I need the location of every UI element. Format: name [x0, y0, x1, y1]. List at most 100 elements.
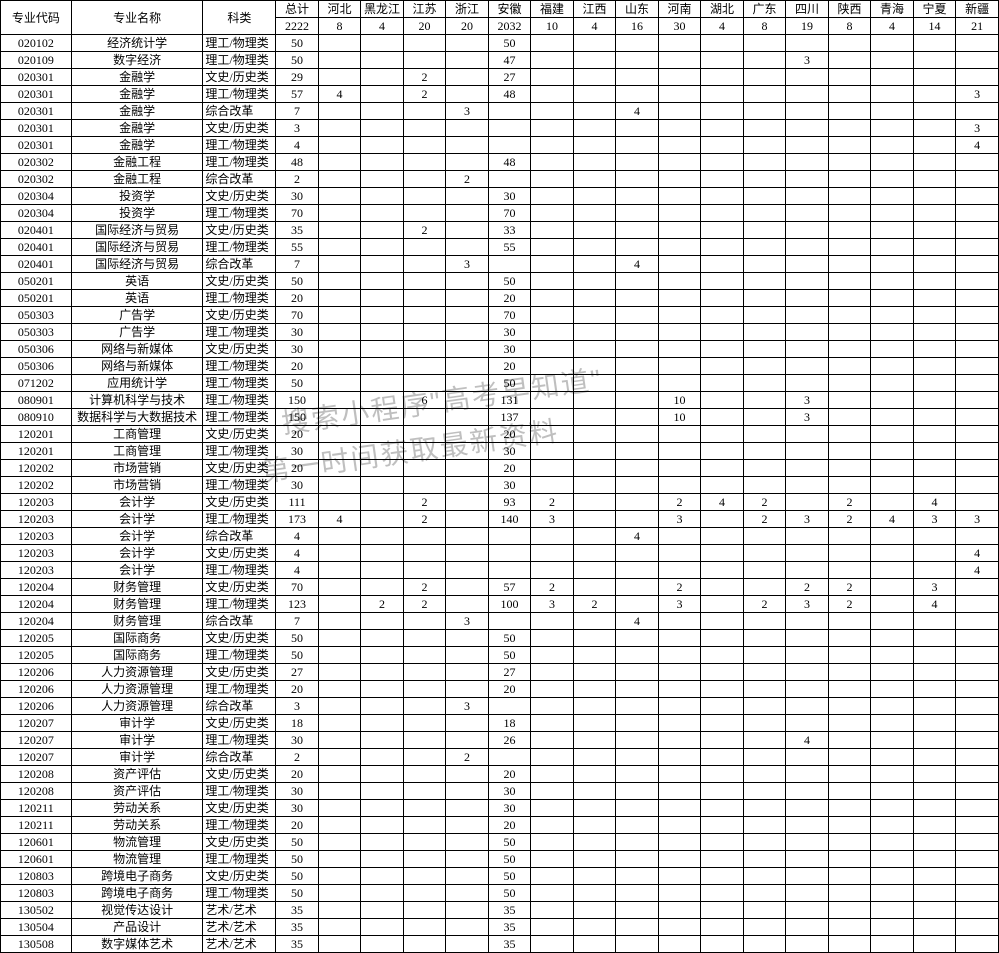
cell-value [616, 766, 659, 783]
cell-value [616, 324, 659, 341]
cell-value: 29 [276, 69, 319, 86]
cell-value [828, 307, 871, 324]
cell-value [701, 647, 744, 664]
cell-name: 跨境电子商务 [71, 868, 203, 885]
cell-value [658, 188, 701, 205]
cell-value [318, 154, 361, 171]
cell-value [828, 35, 871, 52]
cell-value [446, 307, 489, 324]
cell-value: 3 [276, 698, 319, 715]
cell-value [701, 375, 744, 392]
cell-value [488, 613, 531, 630]
cell-value [403, 375, 446, 392]
header-prov: 青海 [871, 1, 914, 18]
cell-name: 国际商务 [71, 647, 203, 664]
cell-value [616, 171, 659, 188]
cell-value [573, 120, 616, 137]
header-prov: 宁夏 [913, 1, 956, 18]
cell-value [701, 120, 744, 137]
cell-name: 财务管理 [71, 613, 203, 630]
cell-name: 人力资源管理 [71, 681, 203, 698]
cell-value: 4 [276, 545, 319, 562]
cell-value [318, 596, 361, 613]
cell-value: 20 [276, 817, 319, 834]
cell-value [361, 222, 404, 239]
cell-value [573, 613, 616, 630]
cell-value [531, 460, 574, 477]
cell-value [658, 868, 701, 885]
cell-name: 国际经济与贸易 [71, 256, 203, 273]
table-row: 050303广告学理工/物理类3030 [1, 324, 999, 341]
cell-code: 020301 [1, 86, 72, 103]
header-prov: 山东 [616, 1, 659, 18]
cell-value [531, 86, 574, 103]
cell-cat: 文史/历史类 [203, 868, 276, 885]
table-row: 130504产品设计艺术/艺术3535 [1, 919, 999, 936]
cell-value [828, 851, 871, 868]
cell-value: 3 [658, 596, 701, 613]
cell-value [743, 664, 786, 681]
cell-value [658, 630, 701, 647]
header-total: 4 [361, 18, 404, 35]
cell-value [318, 35, 361, 52]
cell-name: 审计学 [71, 749, 203, 766]
cell-value: 20 [488, 681, 531, 698]
cell-value [616, 698, 659, 715]
cell-value [701, 851, 744, 868]
cell-value [786, 494, 829, 511]
cell-value [361, 936, 404, 953]
cell-value [743, 52, 786, 69]
cell-value [403, 749, 446, 766]
cell-value [786, 35, 829, 52]
cell-name: 人力资源管理 [71, 664, 203, 681]
cell-value [871, 392, 914, 409]
cell-value [531, 52, 574, 69]
cell-value [446, 52, 489, 69]
cell-value [743, 35, 786, 52]
cell-value: 2 [403, 494, 446, 511]
cell-value [403, 834, 446, 851]
cell-value [616, 596, 659, 613]
cell-value: 4 [616, 256, 659, 273]
header-total: 21 [956, 18, 999, 35]
table-row: 120205国际商务文史/历史类5050 [1, 630, 999, 647]
cell-value [828, 817, 871, 834]
cell-value [446, 885, 489, 902]
cell-value [913, 460, 956, 477]
cell-value [616, 154, 659, 171]
cell-value [658, 137, 701, 154]
cell-value [403, 35, 446, 52]
cell-value: 20 [276, 460, 319, 477]
cell-value [743, 613, 786, 630]
cell-value [828, 171, 871, 188]
cell-value [828, 630, 871, 647]
cell-value [871, 528, 914, 545]
table-row: 050306网络与新媒体理工/物理类2020 [1, 358, 999, 375]
cell-value [446, 460, 489, 477]
cell-cat: 理工/物理类 [203, 783, 276, 800]
cell-name: 审计学 [71, 732, 203, 749]
header-total: 20 [403, 18, 446, 35]
cell-value [318, 834, 361, 851]
cell-value [573, 698, 616, 715]
cell-value [871, 69, 914, 86]
cell-value [786, 290, 829, 307]
cell-value [361, 205, 404, 222]
cell-name: 审计学 [71, 715, 203, 732]
cell-value [403, 562, 446, 579]
cell-value [743, 205, 786, 222]
cell-value [573, 562, 616, 579]
cell-value [616, 885, 659, 902]
cell-value [828, 715, 871, 732]
cell-value: 123 [276, 596, 319, 613]
cell-value [616, 936, 659, 953]
header-total: 4 [701, 18, 744, 35]
cell-value [616, 545, 659, 562]
cell-cat: 理工/物理类 [203, 647, 276, 664]
cell-value: 20 [488, 766, 531, 783]
cell-value [828, 52, 871, 69]
cell-value [658, 222, 701, 239]
cell-value [701, 749, 744, 766]
cell-value [743, 324, 786, 341]
cell-value [361, 103, 404, 120]
